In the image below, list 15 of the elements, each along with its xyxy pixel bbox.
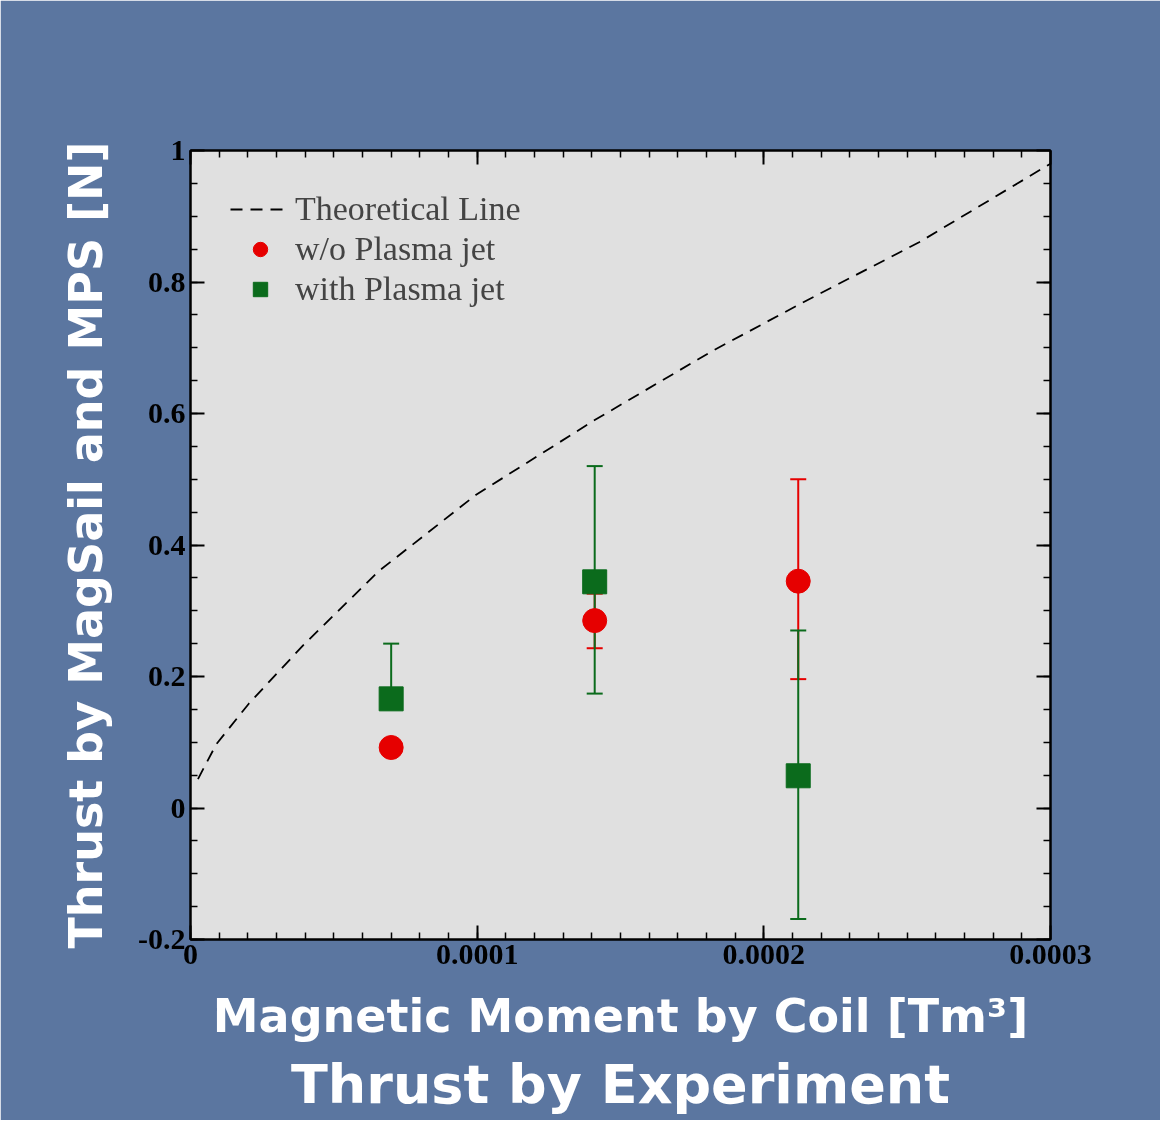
x-tick-label: 0.0003 bbox=[1009, 936, 1092, 970]
legend-label: with Plasma jet bbox=[295, 270, 505, 308]
x-tick-label: 0.0002 bbox=[722, 936, 806, 970]
y-axis-title: Thrust by MagSail and MPS [N] bbox=[59, 141, 114, 949]
y-tick-label: 1 bbox=[170, 133, 186, 166]
y-tick-label: 0.2 bbox=[148, 659, 186, 692]
legend-label: Theoretical Line bbox=[295, 190, 521, 228]
text: Thrust by Experiment bbox=[290, 1052, 951, 1116]
legend-label: w/o Plasma jet bbox=[295, 230, 496, 268]
y-tick-label: 0.8 bbox=[148, 264, 186, 298]
x-tick-label: 0.0001 bbox=[435, 936, 519, 970]
y-tick-label: 0.6 bbox=[148, 396, 186, 429]
y-tick-label: 0 bbox=[170, 790, 186, 824]
x-axis-title: Magnetic Moment by Coil [Tm³] bbox=[212, 988, 1029, 1043]
y-tick-label: 0.4 bbox=[148, 527, 186, 561]
